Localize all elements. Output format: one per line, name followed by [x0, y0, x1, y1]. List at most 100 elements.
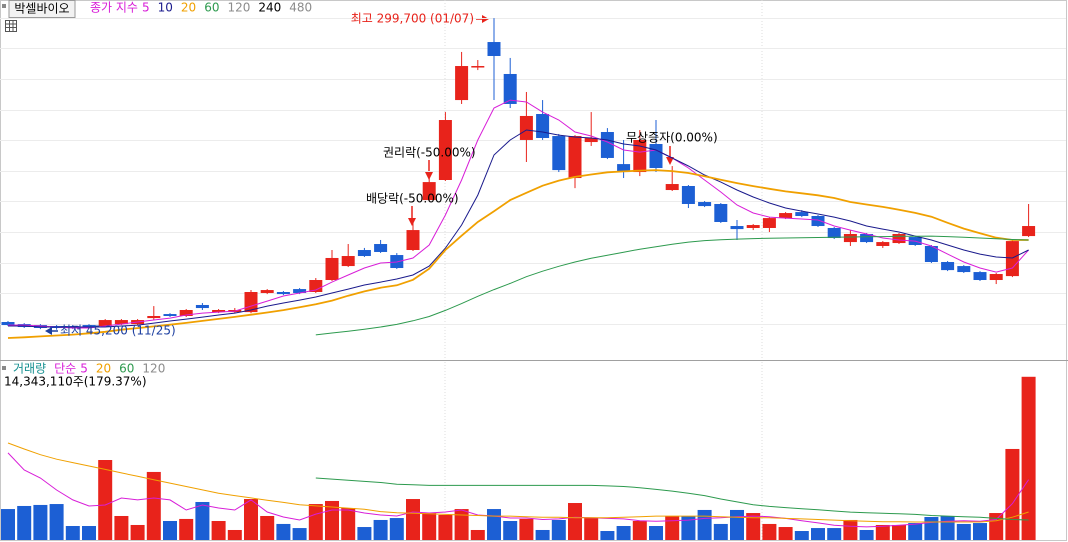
candle-body — [811, 215, 825, 227]
volume-bar — [616, 526, 631, 540]
volume-bar — [535, 529, 550, 540]
ma-line — [7, 442, 1029, 523]
volume-bar — [924, 517, 939, 540]
candle-body — [1022, 226, 1036, 237]
legend-entry: 단순 — [54, 362, 76, 376]
volume-bar — [33, 504, 48, 540]
legend-entry: 240 — [258, 1, 281, 15]
volume-bar — [438, 514, 453, 540]
volume-bar — [454, 509, 469, 540]
legend-entry: 120 — [227, 1, 250, 15]
volume-bar — [989, 513, 1004, 540]
ma-line — [8, 99, 1029, 329]
candle-body — [503, 73, 517, 104]
volume-bar — [697, 509, 712, 540]
volume-bar — [681, 515, 696, 540]
candle-body — [147, 316, 161, 319]
volume-bar — [389, 518, 404, 540]
candle-body — [1005, 241, 1019, 277]
candle-body — [487, 42, 501, 56]
volume-bar — [908, 523, 923, 540]
candle-body — [714, 203, 728, 222]
stock-name: 박셀바이오 — [14, 2, 69, 16]
volume-bar — [244, 499, 258, 540]
candle-body — [584, 138, 598, 143]
candle-body — [649, 144, 663, 168]
volume-bar — [1005, 448, 1020, 540]
volume-bar — [827, 528, 842, 540]
volume-bar — [341, 508, 356, 540]
candle-body — [843, 233, 857, 243]
volume-bar — [778, 527, 793, 540]
annotation: 최저 45,200 (11/25) — [60, 324, 176, 338]
stock-name-box[interactable] — [8, 0, 76, 18]
candle-body — [471, 66, 485, 68]
volume-bar — [292, 528, 307, 540]
legend-entry: 5 — [142, 1, 150, 15]
annotation: 배당락(-50.00%) — [366, 192, 459, 206]
volume-bar — [406, 499, 420, 540]
legend-entry: 20 — [181, 1, 196, 15]
candle-body — [163, 314, 177, 317]
legend-entry: 10 — [158, 1, 173, 15]
candle-body — [795, 212, 809, 216]
candle-body — [422, 182, 436, 201]
legend-entry: 거래량 — [13, 362, 46, 376]
legend-entry: 20 — [96, 362, 111, 376]
volume-bar — [308, 504, 323, 540]
volume-bar — [811, 528, 825, 540]
volume-bar — [730, 509, 744, 540]
volume-bar — [519, 518, 534, 540]
volume-bar — [859, 529, 874, 540]
candle-body — [698, 202, 712, 207]
candle-body — [860, 233, 874, 243]
volume-bar — [973, 523, 987, 540]
ma-line — [7, 452, 1030, 528]
candle-body — [260, 290, 274, 293]
candle-body — [924, 245, 938, 263]
ma-line — [315, 477, 1029, 521]
volume-bar — [762, 523, 777, 540]
candle-body — [519, 115, 533, 140]
candle-body — [568, 136, 582, 179]
legend-entry: 60 — [119, 362, 134, 376]
volume-bar — [843, 519, 858, 540]
table-icon[interactable] — [5, 20, 17, 32]
volume-bar — [98, 460, 113, 540]
candle-body — [552, 136, 566, 171]
candle-body — [212, 310, 226, 313]
ma-line — [7, 169, 1029, 339]
candle-body — [179, 310, 193, 317]
candle-body — [989, 274, 1003, 281]
legend-entry: 5 — [80, 362, 88, 376]
annotation: 최고 299,700 (01/07) — [351, 12, 474, 26]
volume-bar — [940, 515, 955, 540]
legend-entry: 60 — [204, 1, 219, 15]
volume-bar — [600, 531, 615, 540]
candle-body — [827, 227, 841, 239]
ma-line — [8, 129, 1029, 328]
candle-body — [762, 218, 776, 228]
volume-bar — [276, 523, 291, 540]
volume-bar — [227, 529, 242, 540]
lines — [7, 99, 1030, 528]
candle-body — [374, 244, 388, 252]
candle-body — [98, 320, 112, 327]
volume-bar — [632, 520, 647, 540]
legend-bullet — [2, 366, 6, 370]
candle-body — [293, 289, 307, 293]
volume-bar — [163, 520, 177, 540]
volume-bar — [422, 513, 437, 540]
legend-bullet — [2, 4, 6, 8]
volume-bar — [1021, 376, 1036, 540]
volume-bar — [551, 519, 566, 540]
volume-bar — [49, 504, 64, 540]
candle-body — [1, 321, 15, 326]
candle-body — [114, 320, 128, 325]
volume-bar — [956, 523, 971, 540]
annotation: 권리락(-50.00%) — [383, 146, 476, 160]
legend-entry: 120 — [142, 362, 165, 376]
volume-bar — [130, 524, 145, 540]
